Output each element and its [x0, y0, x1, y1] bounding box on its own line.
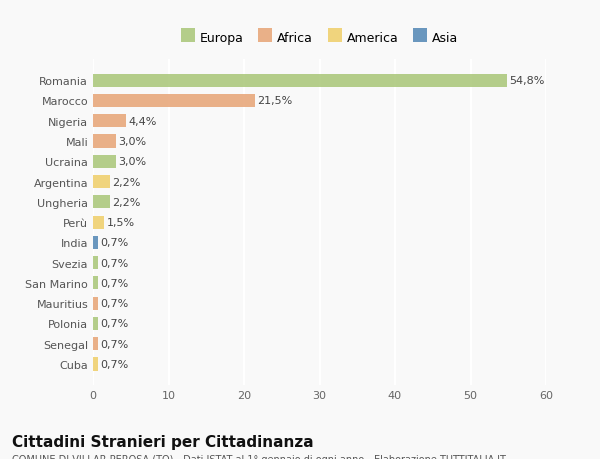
Bar [93, 156, 116, 168]
Text: 0,7%: 0,7% [101, 359, 129, 369]
Bar [93, 337, 98, 351]
Text: 0,7%: 0,7% [101, 298, 129, 308]
Bar [93, 196, 110, 209]
Text: 0,7%: 0,7% [101, 278, 129, 288]
Text: 0,7%: 0,7% [101, 258, 129, 268]
Text: 0,7%: 0,7% [101, 319, 129, 329]
Text: 0,7%: 0,7% [101, 339, 129, 349]
Text: 1,5%: 1,5% [107, 218, 135, 228]
Bar [93, 135, 116, 148]
Bar [93, 216, 104, 229]
Text: 4,4%: 4,4% [128, 117, 157, 127]
Text: 21,5%: 21,5% [257, 96, 293, 106]
Bar [93, 236, 98, 249]
Text: 2,2%: 2,2% [112, 177, 140, 187]
Bar [93, 95, 256, 108]
Text: Cittadini Stranieri per Cittadinanza: Cittadini Stranieri per Cittadinanza [12, 434, 314, 449]
Bar [93, 176, 110, 189]
Bar [93, 317, 98, 330]
Text: 2,2%: 2,2% [112, 197, 140, 207]
Bar [93, 115, 126, 128]
Bar [93, 277, 98, 290]
Bar [93, 358, 98, 371]
Text: COMUNE DI VILLAR PEROSA (TO) - Dati ISTAT al 1° gennaio di ogni anno - Elaborazi: COMUNE DI VILLAR PEROSA (TO) - Dati ISTA… [12, 454, 506, 459]
Text: 54,8%: 54,8% [509, 76, 544, 86]
Legend: Europa, Africa, America, Asia: Europa, Africa, America, Asia [176, 27, 463, 50]
Bar [93, 74, 507, 88]
Bar [93, 297, 98, 310]
Text: 3,0%: 3,0% [118, 137, 146, 147]
Bar [93, 257, 98, 269]
Text: 3,0%: 3,0% [118, 157, 146, 167]
Text: 0,7%: 0,7% [101, 238, 129, 248]
